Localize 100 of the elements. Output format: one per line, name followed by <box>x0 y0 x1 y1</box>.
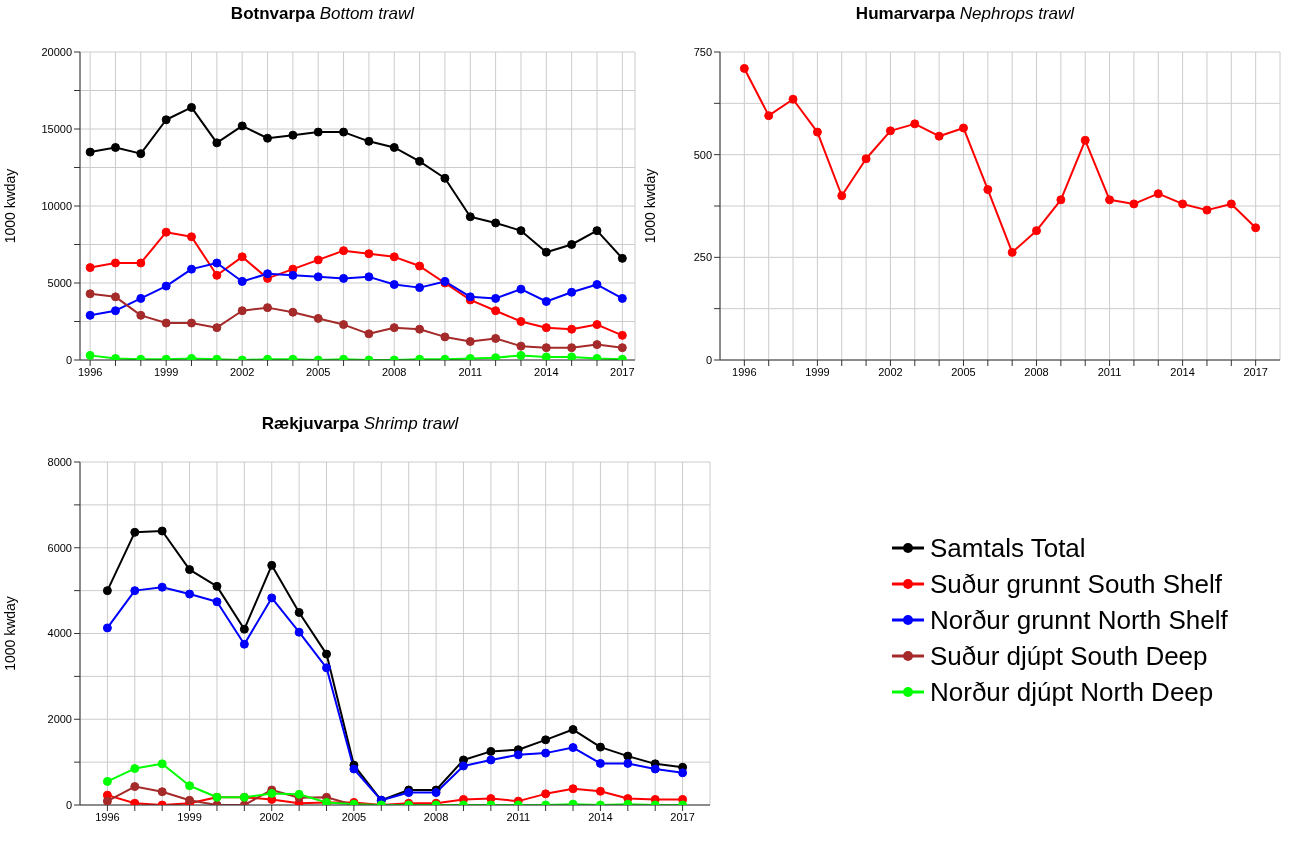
y-axis-title: 1000 kwday <box>641 168 658 244</box>
x-tick-label: 2017 <box>610 365 635 378</box>
x-tick-label: 2011 <box>458 365 483 378</box>
point <box>237 252 247 262</box>
point <box>187 102 197 112</box>
point <box>541 789 551 799</box>
y-tick-label: 20000 <box>41 45 72 58</box>
point <box>294 627 304 637</box>
point <box>136 310 146 320</box>
point <box>516 284 526 294</box>
point <box>595 758 605 768</box>
point <box>617 343 627 353</box>
point <box>592 320 602 330</box>
point <box>110 353 120 360</box>
point <box>567 343 577 353</box>
point <box>313 272 323 282</box>
point <box>267 560 277 570</box>
point <box>102 586 112 596</box>
point <box>110 306 120 316</box>
point <box>294 789 304 799</box>
point <box>185 781 195 791</box>
point <box>389 142 399 152</box>
point <box>983 185 993 195</box>
point <box>212 323 222 333</box>
point <box>595 786 605 796</box>
legend-label: Samtals Total <box>930 532 1086 564</box>
point <box>491 306 501 316</box>
x-tick-label: 2002 <box>878 365 903 378</box>
point <box>440 332 450 342</box>
point <box>617 293 627 303</box>
point <box>85 289 95 299</box>
point <box>958 123 968 133</box>
chart-title: Humarvarpa Nephrops trawl <box>855 4 1075 23</box>
point <box>263 133 273 143</box>
point <box>212 270 222 280</box>
point <box>130 798 140 805</box>
point <box>1056 195 1066 205</box>
point <box>678 768 688 778</box>
point <box>294 607 304 617</box>
point <box>415 156 425 166</box>
x-tick-label: 2014 <box>588 810 613 823</box>
point <box>212 138 222 148</box>
x-tick-label: 2014 <box>1170 365 1195 378</box>
point <box>85 350 95 360</box>
point <box>623 751 633 761</box>
y-tick-label: 0 <box>65 353 72 366</box>
point <box>1178 199 1188 209</box>
point <box>85 147 95 157</box>
point <box>617 253 627 263</box>
y-tick-label: 0 <box>65 798 72 811</box>
point <box>102 776 112 786</box>
point <box>486 746 496 756</box>
point <box>934 131 944 141</box>
y-tick-label: 750 <box>693 45 712 58</box>
point <box>364 249 374 259</box>
point <box>885 126 895 136</box>
point <box>567 287 577 297</box>
point <box>837 191 847 201</box>
x-tick-label: 2008 <box>1024 365 1049 378</box>
legend-label: Norður grunnt North Shelf <box>930 604 1228 636</box>
x-tick-label: 2014 <box>534 365 559 378</box>
point <box>339 320 349 330</box>
x-tick-label: 2011 <box>1097 365 1122 378</box>
point <box>110 258 120 268</box>
point <box>617 330 627 340</box>
point <box>440 173 450 183</box>
point <box>389 280 399 290</box>
x-tick-label: 2008 <box>423 810 449 823</box>
point <box>237 276 247 286</box>
point <box>157 787 167 797</box>
point <box>1080 135 1090 145</box>
point <box>567 352 577 360</box>
point <box>541 343 551 353</box>
legend-label: Suður grunnt South Shelf <box>930 568 1222 600</box>
point <box>187 264 197 274</box>
point <box>910 119 920 129</box>
point <box>239 624 249 634</box>
point <box>161 227 171 237</box>
point <box>239 639 249 649</box>
point <box>313 313 323 323</box>
point <box>592 353 602 360</box>
point <box>364 136 374 146</box>
point <box>592 226 602 236</box>
point <box>349 764 359 774</box>
y-tick-label: 10000 <box>41 199 72 212</box>
point <box>161 115 171 125</box>
point <box>1129 199 1139 209</box>
chart-title: Botnvarpa Bottom trawl <box>230 4 415 23</box>
point <box>136 258 146 268</box>
x-tick-label: 1996 <box>732 365 757 378</box>
point <box>788 94 798 104</box>
point <box>322 663 332 673</box>
x-tick-label: 1996 <box>95 810 120 823</box>
x-tick-label: 2017 <box>670 810 695 823</box>
y-tick-label: 500 <box>693 148 712 161</box>
point <box>650 764 660 774</box>
point <box>136 149 146 159</box>
point <box>364 329 374 339</box>
point <box>130 527 140 537</box>
point <box>130 764 140 774</box>
